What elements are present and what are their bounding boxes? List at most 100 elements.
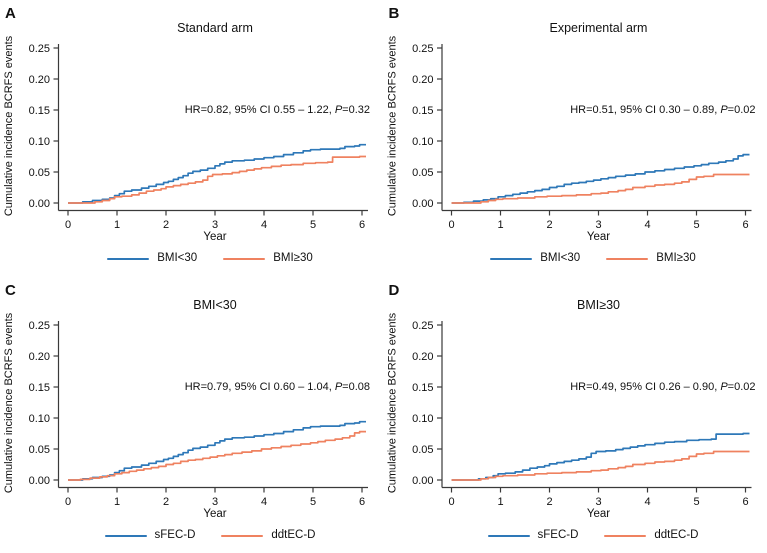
legend-label: ddtEC-D	[654, 529, 699, 542]
legend-label: BMI<30	[540, 252, 581, 265]
x-tick-label: 2	[546, 219, 552, 231]
curves	[451, 432, 750, 481]
legend-line-orange	[223, 257, 266, 261]
x-axis-label: Year	[203, 508, 226, 520]
curves	[68, 420, 366, 481]
axes: 0.00 0.05 0.10 0.15 0.20 0.25 0 1 2 3 4 5 6	[412, 320, 752, 508]
x-tick-label: 5	[693, 219, 699, 231]
x-tick-label: 4	[261, 219, 267, 231]
x-tick-label: 2	[546, 496, 552, 508]
y-tick-label: 0.00	[412, 198, 433, 210]
legend-label: BMI<30	[157, 252, 198, 265]
x-tick-label: 3	[595, 219, 601, 231]
panel-a: A Standard arm Cumulative incidence BCRF…	[0, 0, 383, 277]
legend-item: BMI<30	[107, 253, 197, 265]
y-tick-label: 0.25	[29, 320, 50, 332]
x-tick-label: 4	[261, 496, 267, 508]
y-tick-label: 0.25	[412, 320, 433, 332]
y-tick-label: 0.20	[29, 351, 50, 363]
y-tick-label: 0.10	[412, 136, 433, 148]
y-tick-label: 0.15	[29, 105, 50, 117]
curve-ddtec-d	[68, 430, 366, 481]
y-axis-label: Cumulative incidence BCRFS events	[3, 312, 15, 493]
axes: 0.00 0.05 0.10 0.15 0.20 0.25 0 1 2 3 4 5 6	[29, 320, 368, 508]
legend-line-orange	[221, 534, 264, 538]
legend-item: ddtEC-D	[604, 529, 699, 542]
curve-bmi-30	[451, 173, 750, 204]
legend-item: BMI≥30	[223, 253, 313, 265]
curve-bmi-30	[68, 155, 366, 204]
x-tick-label: 1	[114, 219, 120, 231]
y-tick-label: 0.05	[412, 444, 433, 456]
hr-annotation: HR=0.49, 95% CI 0.26 – 0.90, P=0.02	[570, 381, 755, 393]
y-tick-label: 0.05	[29, 167, 50, 179]
curve-sfec-d	[68, 420, 366, 481]
y-tick-label: 0.15	[412, 382, 433, 394]
y-tick-label: 0.20	[29, 74, 50, 86]
panel-title: Standard arm	[177, 21, 253, 35]
hr-annotation: HR=0.51, 95% CI 0.30 – 0.89, P=0.02	[570, 104, 755, 116]
x-tick-label: 2	[163, 496, 169, 508]
x-tick-label: 1	[497, 219, 503, 231]
legend-label: sFEC-D	[154, 529, 196, 542]
panel-letter: A	[5, 5, 16, 22]
legend-line-blue	[104, 534, 147, 538]
legend-line-orange	[604, 534, 647, 538]
x-tick-label: 4	[644, 219, 650, 231]
x-tick-label: 0	[65, 219, 71, 231]
panel-d: D BMI≥30 Cumulative incidence BCRFS even…	[383, 277, 767, 553]
y-tick-label: 0.15	[29, 382, 50, 394]
y-axis-label: Cumulative incidence BCRFS events	[387, 35, 399, 216]
x-tick-label: 1	[497, 496, 503, 508]
x-tick-label: 5	[310, 496, 316, 508]
y-tick-label: 0.25	[29, 43, 50, 55]
x-tick-label: 0	[448, 496, 454, 508]
curve-bmi-30	[451, 153, 750, 204]
legend-item: ddtEC-D	[221, 529, 316, 542]
y-tick-label: 0.00	[412, 475, 433, 487]
y-tick-label: 0.20	[412, 74, 433, 86]
x-tick-label: 5	[693, 496, 699, 508]
legend-label: BMI≥30	[656, 252, 696, 265]
legend-item: BMI<30	[490, 253, 580, 265]
y-axis-label: Cumulative incidence BCRFS events	[3, 35, 15, 216]
axes: 0.00 0.05 0.10 0.15 0.20 0.25 0 1 2 3 4 5 6	[412, 43, 752, 231]
x-tick-label: 5	[310, 219, 316, 231]
legend: BMI<30 BMI≥30	[58, 250, 362, 268]
y-tick-label: 0.15	[412, 105, 433, 117]
curve-bmi-30	[68, 143, 366, 204]
legend-line-blue	[487, 534, 530, 538]
panel-d-chart: D BMI≥30 Cumulative incidence BCRFS even…	[387, 282, 756, 520]
x-tick-label: 3	[212, 219, 218, 231]
legend-line-orange	[606, 257, 649, 261]
x-tick-label: 0	[448, 219, 454, 231]
y-tick-label: 0.00	[29, 198, 50, 210]
panel-letter: C	[5, 282, 16, 299]
legend: sFEC-D ddtEC-D	[58, 527, 362, 545]
legend-label: sFEC-D	[537, 529, 579, 542]
curves	[68, 143, 366, 204]
legend-item: sFEC-D	[487, 529, 579, 542]
legend-item: BMI≥30	[606, 253, 696, 265]
y-axis-label: Cumulative incidence BCRFS events	[387, 312, 399, 493]
panel-b: B Experimental arm Cumulative incidence …	[383, 0, 767, 277]
hr-annotation: HR=0.82, 95% CI 0.55 – 1.22, P=0.32	[185, 104, 370, 116]
x-tick-label: 3	[212, 496, 218, 508]
y-tick-label: 0.00	[29, 475, 50, 487]
legend-item: sFEC-D	[104, 529, 196, 542]
legend-line-blue	[107, 257, 150, 261]
y-tick-label: 0.20	[412, 351, 433, 363]
panel-letter: B	[389, 5, 400, 22]
panel-c-chart: C BMI<30 Cumulative incidence BCRFS even…	[3, 282, 370, 520]
x-tick-label: 3	[595, 496, 601, 508]
y-tick-label: 0.25	[412, 43, 433, 55]
legend-label: ddtEC-D	[271, 529, 316, 542]
legend-line-blue	[490, 257, 533, 261]
y-tick-label: 0.10	[412, 413, 433, 425]
panel-c: C BMI<30 Cumulative incidence BCRFS even…	[0, 277, 383, 553]
x-tick-label: 6	[742, 219, 748, 231]
legend-label: BMI≥30	[273, 252, 313, 265]
panel-title: Experimental arm	[550, 21, 648, 35]
x-tick-label: 2	[163, 219, 169, 231]
